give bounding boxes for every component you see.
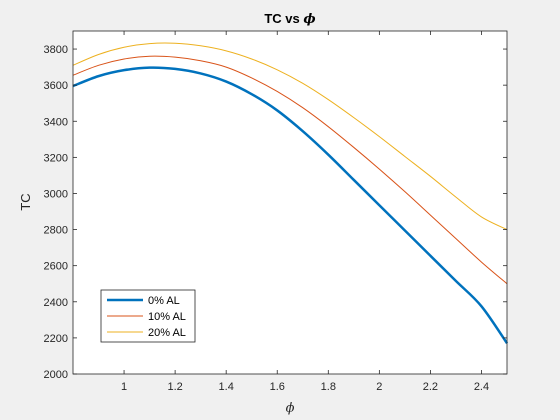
x-tick-label: 2.2 (423, 381, 438, 393)
x-tick-label: 2.4 (474, 381, 489, 393)
y-tick-label: 3600 (44, 80, 68, 92)
chart-title-text: TC vs (264, 11, 299, 26)
x-tick-label: 1 (121, 381, 127, 393)
y-tick-label: 2200 (44, 333, 68, 345)
legend-label: 0% AL (148, 295, 180, 307)
legend-label: 10% AL (148, 311, 186, 323)
legend-label: 20% AL (148, 327, 186, 339)
series-line-1 (72, 66, 509, 345)
y-tick-label: 3800 (44, 44, 68, 56)
chart-title: TC vs ϕ (264, 11, 315, 27)
legend-items: 0% AL 10% AL 20% AL (107, 295, 186, 339)
x-tick-label: 1.2 (167, 381, 182, 393)
plot-frame (72, 30, 508, 375)
legend: 0% AL 10% AL 20% AL (100, 289, 196, 343)
x-axis-ticks: 1 1.2 1.4 1.6 1.8 2 2.2 2.4 (121, 31, 489, 393)
series-layer (72, 42, 509, 345)
y-axis-ticks: 2000 2200 2400 2600 2800 3000 3200 3400 3600 3800 (44, 44, 507, 381)
x-tick-label: 1.6 (270, 381, 285, 393)
y-tick-label: 2000 (44, 369, 68, 381)
x-tick-label: 1.8 (321, 381, 336, 393)
x-tick-label: 2 (376, 381, 382, 393)
y-tick-label: 2600 (44, 261, 68, 273)
y-tick-label: 2400 (44, 297, 68, 309)
series-line-2 (72, 55, 508, 285)
y-tick-label: 3000 (44, 188, 68, 200)
chart-title-symbol: ϕ (303, 12, 315, 27)
y-axis-label: TC (18, 193, 33, 210)
x-axis-label: ϕ (286, 401, 295, 416)
series-line-3 (72, 42, 508, 231)
x-tick-label: 1.4 (219, 381, 234, 393)
y-tick-label: 3200 (44, 152, 68, 164)
y-tick-label: 3400 (44, 116, 68, 128)
y-tick-label: 2800 (44, 225, 68, 237)
